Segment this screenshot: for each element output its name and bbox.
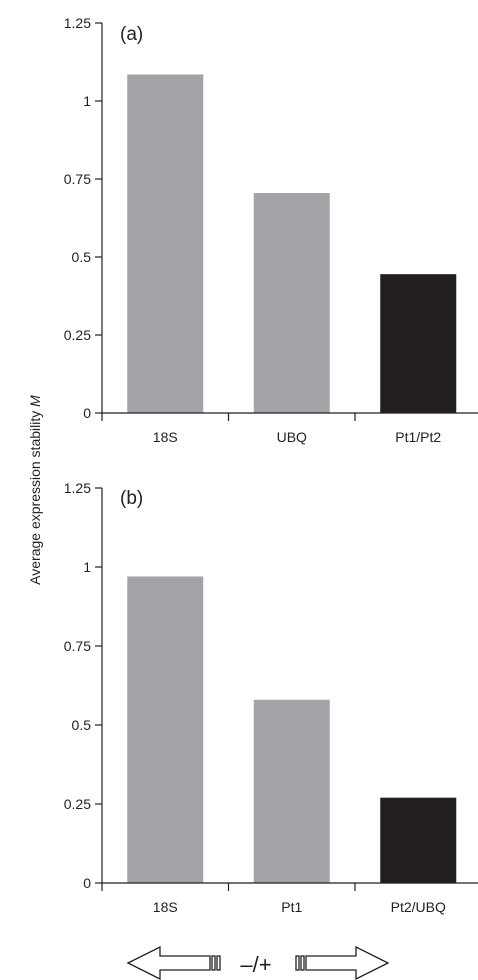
y-ticks-a: 0 0.25 0.5 0.75 1 1.25: [64, 15, 102, 421]
bar-a-2: [253, 193, 330, 413]
legend: –/+: [126, 945, 390, 980]
y-tick-label-b: 0.5: [72, 717, 92, 733]
left-arrow-icon: [126, 945, 221, 980]
y-tick-label-b: 0.25: [64, 796, 91, 812]
y-tick-label-b: 1.25: [64, 480, 91, 496]
y-axis-label-text: Average expression stability: [27, 407, 43, 585]
bars-b: [127, 576, 457, 883]
right-arrow-icon: [295, 945, 390, 980]
legend-sign: –/+: [240, 952, 271, 977]
y-tick-label-b: 0: [83, 875, 91, 891]
panel-label-b: (b): [120, 488, 143, 509]
y-tick-label-a: 0.25: [64, 327, 91, 343]
y-axis-label-symbol: M: [27, 395, 43, 407]
y-tick-label-a: 0: [83, 405, 91, 421]
x-tick-label-b-3: Pt2/UBQ: [391, 899, 446, 915]
y-tick-label-a: 0.5: [72, 249, 92, 265]
y-tick-label-b: 0.75: [64, 638, 91, 654]
y-tick-label-a: 1.25: [64, 15, 91, 31]
panel-label-a: (a): [120, 24, 143, 45]
chart-panel-a: 0 0.25 0.5 0.75 1 1.25 18S UBQ Pt1/Pt2 (a): [64, 15, 478, 445]
x-tick-label-b-2: Pt1: [281, 899, 302, 915]
x-ticks-a: 18S UBQ Pt1/Pt2: [153, 413, 441, 445]
bar-a-3: [380, 274, 457, 413]
y-axis-label: Average expression stability M: [27, 395, 43, 585]
x-tick-label-a-2: UBQ: [277, 429, 307, 445]
y-tick-label-a: 1: [83, 93, 91, 109]
x-tick-label-a-3: Pt1/Pt2: [395, 429, 441, 445]
bars-a: [127, 74, 457, 413]
bar-a-1: [127, 74, 204, 413]
y-tick-label-a: 0.75: [64, 171, 91, 187]
y-ticks-b: 0 0.25 0.5 0.75 1 1.25: [64, 480, 102, 891]
x-tick-label-b-1: 18S: [153, 899, 178, 915]
bar-b-1: [127, 576, 204, 883]
x-tick-label-a-1: 18S: [153, 429, 178, 445]
x-ticks-b: 18S Pt1 Pt2/UBQ: [153, 883, 446, 915]
bar-b-3: [380, 797, 457, 883]
bar-b-2: [253, 699, 330, 883]
y-tick-label-b: 1: [83, 559, 91, 575]
chart-panel-b: 0 0.25 0.5 0.75 1 1.25 18S Pt1 Pt2/UBQ (b): [64, 480, 478, 915]
